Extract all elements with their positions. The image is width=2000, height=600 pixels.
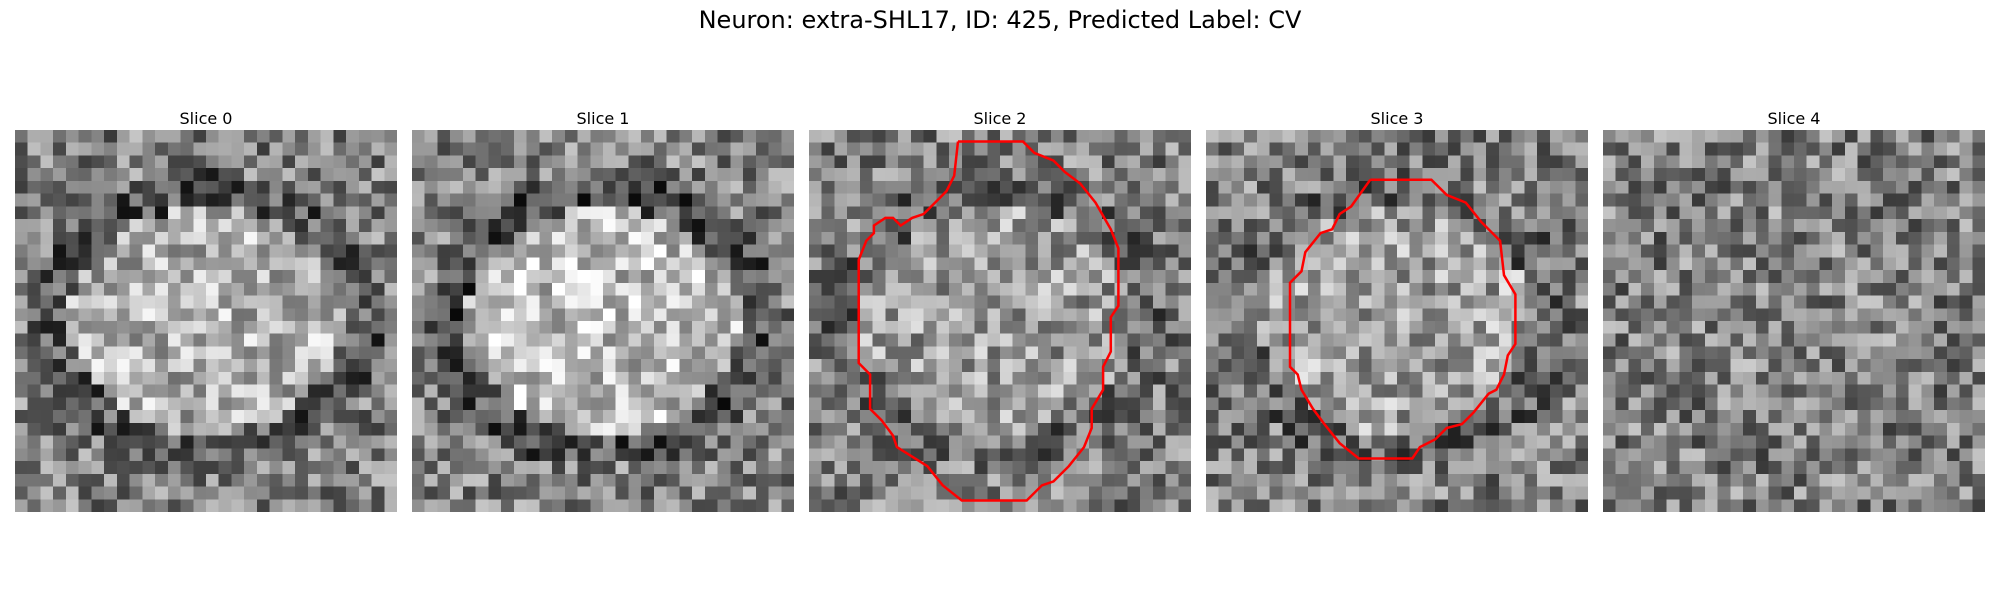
slice-title-1: Slice 1 (576, 109, 630, 128)
slice-image-2 (809, 130, 1191, 512)
slice-panel-2: Slice 2 (809, 108, 1191, 512)
slice-image-1 (412, 130, 794, 512)
slice-panel-1: Slice 1 (412, 108, 794, 512)
slice-title-3: Slice 3 (1370, 109, 1424, 128)
slice-title-0: Slice 0 (179, 109, 233, 128)
slice-panel-0: Slice 0 (15, 108, 397, 512)
figure-title: Neuron: extra-SHL17, ID: 425, Predicted … (698, 6, 1302, 34)
roi-contour-2 (857, 140, 1120, 502)
roi-contour-3 (1288, 178, 1517, 460)
slice-panel-3: Slice 3 (1206, 108, 1588, 512)
slice-title-4: Slice 4 (1767, 109, 1821, 128)
slice-image-3 (1206, 130, 1588, 512)
slice-panel-4: Slice 4 (1603, 108, 1985, 512)
slice-title-2: Slice 2 (973, 109, 1027, 128)
slice-image-0 (15, 130, 397, 512)
slice-image-4 (1603, 130, 1985, 512)
